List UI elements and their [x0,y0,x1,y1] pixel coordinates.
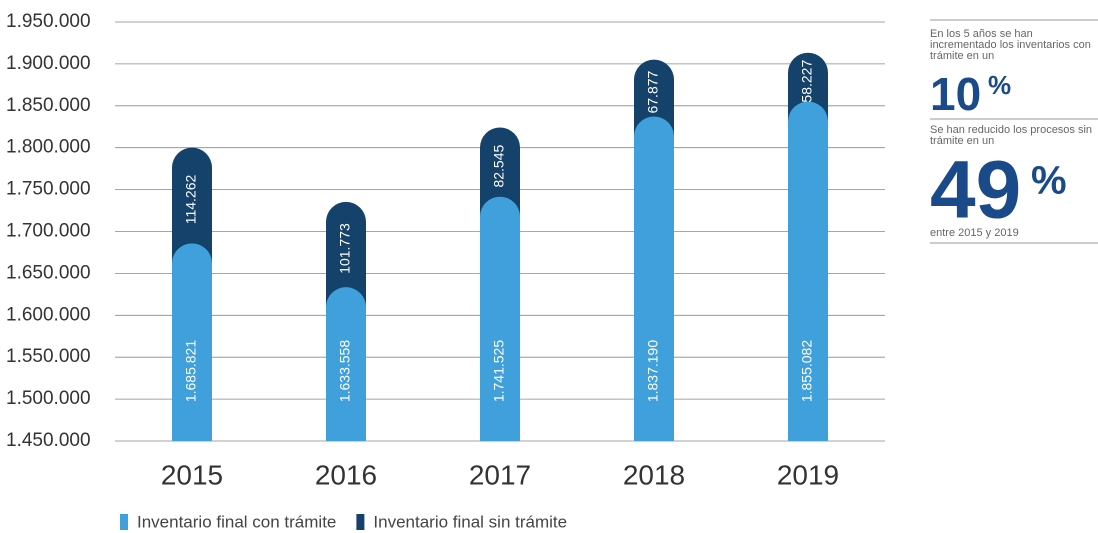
legend-swatch [120,514,128,530]
value-label: 67.877 [645,70,661,113]
bar-segment [326,287,366,441]
annotation-value: 10 [930,68,981,120]
annotation-line: En los 5 años se han [930,28,1033,40]
value-label: 82.545 [491,144,507,187]
bar-segment [172,147,212,264]
y-tick-label: 1.850.000 [6,95,91,116]
annotation-suffix: % [1031,159,1067,203]
annotation-suffix: % [988,70,1011,100]
annotation-line: incrementado los inventarios con [930,39,1091,51]
bar-segment [480,127,520,217]
legend-label: Inventario final con trámite [137,512,336,531]
value-label: 1.837.190 [645,340,661,402]
value-label: 1.741.525 [491,340,507,402]
bar-segment [480,196,520,441]
y-tick-label: 1.550.000 [6,346,91,367]
y-tick-label: 1.950.000 [6,11,91,32]
y-tick-label: 1.600.000 [6,304,91,325]
annotation-text: Se han reducido los procesos sin trámite … [930,124,1092,147]
y-tick-label: 1.500.000 [6,388,91,409]
annotation-line: Se han reducido los procesos sin [930,124,1092,136]
y-tick-label: 1.450.000 [6,430,91,451]
bar-segment [634,116,674,441]
annotation-line: trámite en un [930,135,994,147]
value-label: 1.855.082 [799,340,815,402]
value-label: 1.685.821 [183,340,199,402]
bar-segment [172,243,212,441]
x-tick-label: 2015 [161,459,223,490]
annotation-text: En los 5 años se han incrementado los inv… [930,28,1091,62]
x-tick-label: 2018 [623,459,685,490]
y-tick-label: 1.800.000 [6,137,91,158]
x-tick-label: 2019 [777,459,839,490]
y-tick-label: 1.700.000 [6,221,91,242]
y-tick-label: 1.900.000 [6,53,91,74]
annotation-value: 49 [930,145,1021,236]
x-tick-label: 2016 [315,459,377,490]
bar-segment [326,201,366,308]
value-label: 114.262 [183,175,199,225]
bar-segment [788,101,828,441]
legend-label: Inventario final sin trámite [373,512,567,531]
value-label: 1.633.558 [337,340,353,402]
bar-segment [634,59,674,137]
value-label: 58.227 [799,60,815,103]
annotation-note: entre 2015 y 2019 [930,227,1019,239]
annotation-line: trámite en un [930,50,994,62]
value-label: 101.773 [337,223,353,274]
y-tick-label: 1.650.000 [6,262,91,283]
y-tick-label: 1.750.000 [6,179,91,200]
x-tick-label: 2017 [469,459,531,490]
legend-swatch [356,514,365,530]
